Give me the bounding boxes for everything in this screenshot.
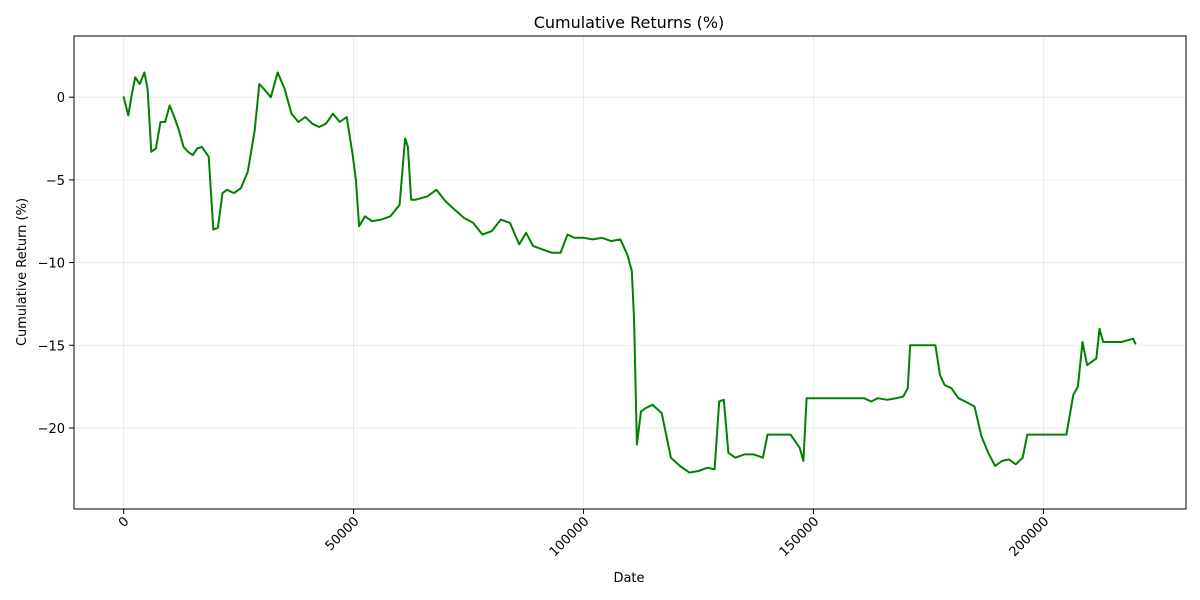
y-tick-label: 0 xyxy=(57,91,65,106)
chart-title: Cumulative Returns (%) xyxy=(534,13,725,32)
x-axis-label: Date xyxy=(613,571,644,586)
y-tick-label: −5 xyxy=(46,174,65,189)
y-axis-ticks: 0 −5 −10 −15 −20 xyxy=(38,91,74,437)
plot-frame xyxy=(73,35,1187,510)
grid xyxy=(74,36,1186,509)
y-axis-label: Cumulative Return (%) xyxy=(15,198,30,346)
y-tick-label: −10 xyxy=(38,257,65,272)
y-tick-label: −20 xyxy=(38,422,65,437)
series-line xyxy=(122,71,1137,474)
plot-area xyxy=(122,71,1137,474)
y-tick-label: −15 xyxy=(38,339,65,354)
